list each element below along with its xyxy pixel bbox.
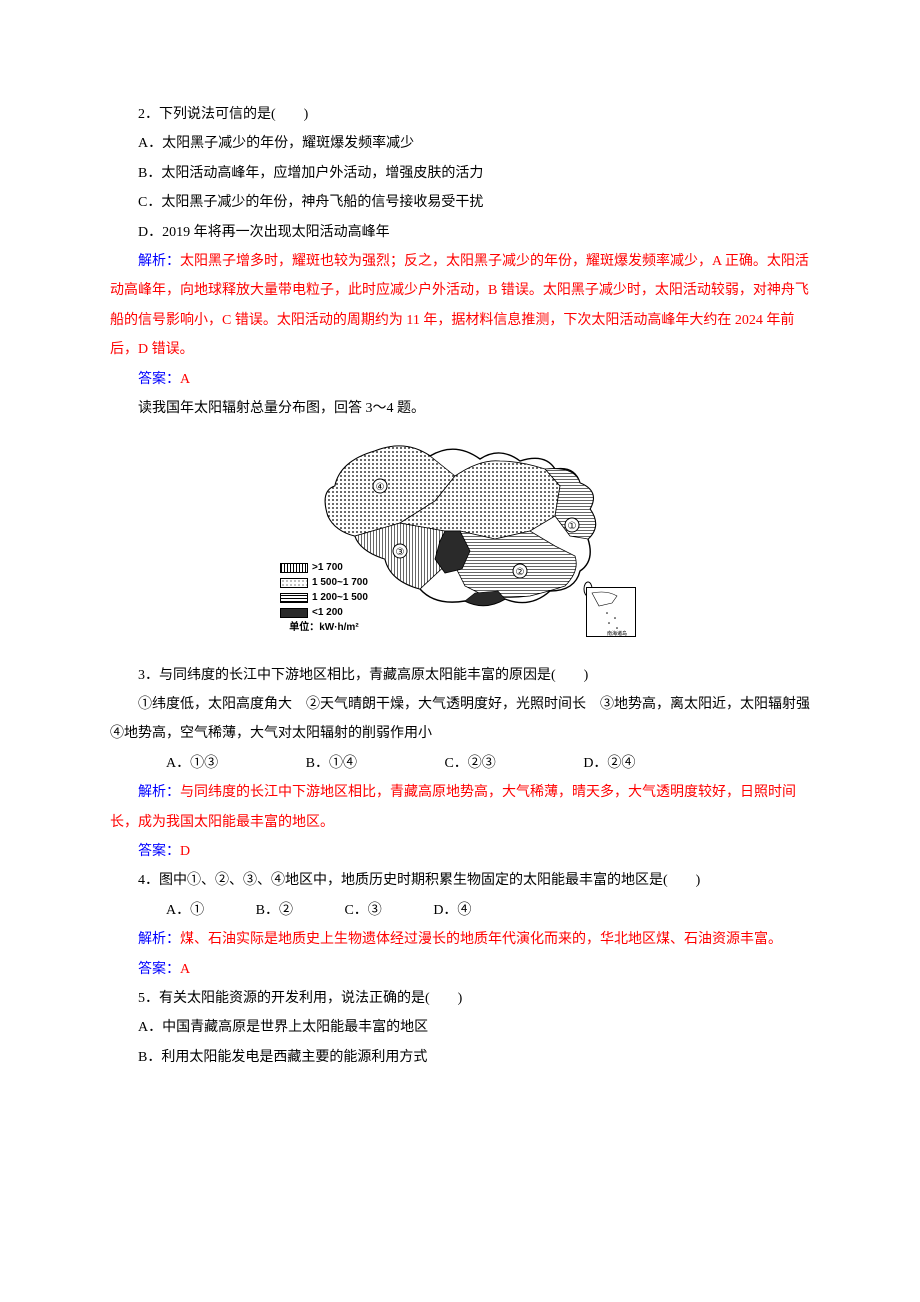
q2-option-c: C．太阳黑子减少的年份，神舟飞船的信号接收易受干扰 xyxy=(110,188,810,217)
q4-explanation: 解析：煤、石油实际是地质史上生物遗体经过漫长的地质年代演化而来的，华北地区煤、石… xyxy=(110,925,810,954)
q5-option-b: B．利用太阳能发电是西藏主要的能源利用方式 xyxy=(110,1043,810,1072)
china-solar-map: ① ② ③ ④ >1 700 1 500~1 700 xyxy=(280,431,640,641)
svg-text:③: ③ xyxy=(396,547,405,558)
q2-stem: 2．下列说法可信的是( ) xyxy=(110,100,810,129)
legend-row: 1 500~1 700 xyxy=(280,576,368,590)
solar-map-figure: ① ② ③ ④ >1 700 1 500~1 700 xyxy=(110,431,810,652)
swatch-vstripes xyxy=(280,563,308,573)
q3-stem: 3．与同纬度的长江中下游地区相比，青藏高原太阳能丰富的原因是( ) xyxy=(110,661,810,690)
q4-answer: 答案：A xyxy=(110,955,810,984)
legend-label-3: <1 200 xyxy=(312,606,343,620)
map-legend: >1 700 1 500~1 700 1 200~1 500 <1 200 单位… xyxy=(280,561,368,635)
q2-option-d: D．2019 年将再一次出现太阳活动高峰年 xyxy=(110,218,810,247)
q3-answer: 答案：D xyxy=(110,837,810,866)
answer-label: 答案： xyxy=(138,844,180,859)
q2-answer: 答案：A xyxy=(110,365,810,394)
south-sea-inset: 南海诸岛 xyxy=(586,587,636,637)
legend-unit: 单位：kW·h/m² xyxy=(280,621,368,635)
svg-text:②: ② xyxy=(516,567,525,578)
q2-explain-text: 太阳黑子增多时，耀斑也较为强烈；反之，太阳黑子减少的年份，耀斑爆发频率减少，A … xyxy=(110,254,809,357)
explain-label: 解析： xyxy=(138,932,180,947)
svg-text:①: ① xyxy=(568,521,577,532)
q2-option-a: A．太阳黑子减少的年份，耀斑爆发频率减少 xyxy=(110,129,810,158)
q4-option-a: A．① xyxy=(138,896,204,925)
q3-option-a: A．①③ xyxy=(138,749,218,778)
q3-answer-text: D xyxy=(180,844,190,859)
q3-option-d: D．②④ xyxy=(555,749,635,778)
legend-label-2: 1 200~1 500 xyxy=(312,591,368,605)
q3-options: A．①③ B．①④ C．②③ D．②④ xyxy=(110,749,810,778)
q4-option-d: D．④ xyxy=(405,896,471,925)
q4-option-b: B．② xyxy=(228,896,293,925)
svg-text:④: ④ xyxy=(376,482,385,493)
q3-items: ①纬度低，太阳高度角大 ②天气晴朗干燥，大气透明度好，光照时间长 ③地势高，离太… xyxy=(110,690,810,749)
svg-text:南海诸岛: 南海诸岛 xyxy=(607,630,627,637)
answer-label: 答案： xyxy=(138,962,180,977)
q5-stem: 5．有关太阳能资源的开发利用，说法正确的是( ) xyxy=(110,984,810,1013)
q2-answer-text: A xyxy=(180,372,190,387)
q3-option-b: B．①④ xyxy=(278,749,357,778)
legend-row: 1 200~1 500 xyxy=(280,591,368,605)
swatch-hstripes xyxy=(280,593,308,603)
q4-stem: 4．图中①、②、③、④地区中，地质历史时期积累生物固定的太阳能最丰富的地区是( … xyxy=(110,866,810,895)
q5-option-a: A．中国青藏高原是世界上太阳能最丰富的地区 xyxy=(110,1013,810,1042)
q4-explain-text: 煤、石油实际是地质史上生物遗体经过漫长的地质年代演化而来的，华北地区煤、石油资源… xyxy=(180,932,782,947)
q4-option-c: C．③ xyxy=(316,896,381,925)
legend-row: <1 200 xyxy=(280,606,368,620)
answer-label: 答案： xyxy=(138,372,180,387)
q2-explanation: 解析：太阳黑子增多时，耀斑也较为强烈；反之，太阳黑子减少的年份，耀斑爆发频率减少… xyxy=(110,247,810,365)
swatch-solid xyxy=(280,608,308,618)
legend-row: >1 700 xyxy=(280,561,368,575)
q3-option-c: C．②③ xyxy=(416,749,495,778)
swatch-dots xyxy=(280,578,308,588)
legend-label-1: 1 500~1 700 xyxy=(312,576,368,590)
explain-label: 解析： xyxy=(138,785,180,800)
q3-explanation: 解析：与同纬度的长江中下游地区相比，青藏高原地势高，大气稀薄，晴天多，大气透明度… xyxy=(110,778,810,837)
intro-3-4: 读我国年太阳辐射总量分布图，回答 3～4 题。 xyxy=(110,394,810,423)
explain-label: 解析： xyxy=(138,254,180,269)
q3-explain-text: 与同纬度的长江中下游地区相比，青藏高原地势高，大气稀薄，晴天多，大气透明度较好，… xyxy=(110,785,796,829)
q4-answer-text: A xyxy=(180,962,190,977)
legend-label-0: >1 700 xyxy=(312,561,343,575)
q2-option-b: B．太阳活动高峰年，应增加户外活动，增强皮肤的活力 xyxy=(110,159,810,188)
q4-options: A．① B．② C．③ D．④ xyxy=(110,896,810,925)
